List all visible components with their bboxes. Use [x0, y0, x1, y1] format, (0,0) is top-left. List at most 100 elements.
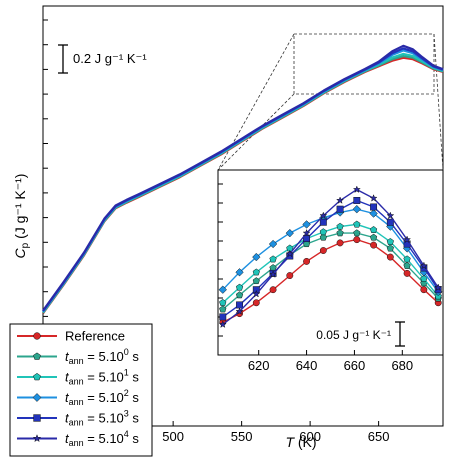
marker-pentagon [219, 305, 227, 313]
marker-diamond [302, 220, 311, 229]
legend-label-part: = 5.10 [84, 349, 124, 364]
marker-square [336, 205, 344, 213]
main-y-scalebar: 0.2 J g⁻¹ K⁻¹ [58, 44, 147, 74]
x-axis-label: T (K) [285, 434, 316, 450]
marker-star [402, 235, 412, 244]
marker-pentagon [386, 237, 394, 245]
marker-square [386, 218, 394, 226]
zoom-guides [217, 33, 444, 171]
legend-label-part: s [129, 431, 140, 446]
marker-star [369, 194, 378, 202]
marker-pentagon [319, 228, 327, 236]
legend-label-part: 4 [124, 429, 129, 439]
legend-label-part: ann [69, 377, 84, 387]
marker-pentagon [369, 225, 378, 233]
legend-label-part: ann [69, 397, 84, 407]
inset-x-tick-label: 620 [248, 358, 270, 373]
marker-square [353, 197, 361, 204]
marker-star [386, 211, 395, 220]
inset-x-tick-label: 640 [296, 358, 318, 373]
marker-diamond [369, 209, 378, 218]
legend-label-part: t [65, 390, 70, 405]
inset-curves [218, 185, 443, 328]
legend-label-part: Reference [65, 329, 125, 344]
zoom-guide-left [217, 33, 295, 171]
marker-pentagon [235, 291, 244, 299]
marker-star [434, 283, 443, 291]
legend-label-part: t [65, 349, 70, 364]
marker-pentagon [403, 261, 411, 269]
legend-label-part: 1 [124, 368, 129, 378]
legend-label-part: 3 [124, 409, 129, 419]
marker-circle [303, 257, 311, 265]
inset-series [219, 220, 442, 306]
marker-star [319, 211, 328, 220]
x-axis-label-unit: (K) [294, 434, 317, 450]
y-axis-label-sub: p [20, 242, 31, 248]
zoom-guide-right [433, 33, 444, 171]
marker-square [303, 235, 311, 243]
marker-star [252, 289, 261, 298]
legend-label-part: 2 [124, 388, 129, 398]
inset-series [218, 185, 443, 328]
y-axis-label-unit: (J g⁻¹ K⁻¹) [12, 174, 28, 243]
marker-square [33, 414, 41, 422]
marker-square [319, 218, 327, 226]
legend-label-part: t [65, 431, 70, 446]
marker-diamond [268, 239, 278, 249]
legend-label-part: s [129, 370, 140, 385]
y-axis-label-var: C [12, 247, 28, 258]
marker-diamond [352, 204, 362, 214]
zoom-region-box [293, 33, 435, 95]
inset-x-tick-label: 680 [391, 358, 413, 373]
marker-pentagon [336, 229, 344, 237]
marker-pentagon [420, 274, 428, 282]
marker-circle [33, 332, 41, 340]
legend-label: tann = 5.100 s [65, 347, 139, 366]
legend-label-part: 0 [124, 347, 129, 357]
legend-label-part: = 5.10 [84, 370, 124, 385]
marker-square [370, 203, 378, 211]
marker-star [32, 434, 42, 443]
legend-item: tann = 5.104 s [17, 429, 139, 448]
marker-circle [286, 272, 294, 280]
marker-star [235, 307, 244, 315]
legend-item: tann = 5.103 s [17, 409, 139, 428]
legend-label-part: s [129, 411, 140, 426]
marker-pentagon [319, 233, 327, 241]
inset-series-line [222, 188, 439, 326]
marker-diamond [252, 252, 261, 262]
marker-pentagon [33, 372, 41, 381]
legend-label-part: = 5.10 [84, 390, 124, 405]
legend-label-part: = 5.10 [84, 431, 124, 446]
legend-label-part: t [65, 370, 70, 385]
legend-label: tann = 5.102 s [65, 388, 139, 407]
marker-diamond [32, 393, 42, 402]
legend-label-part: ann [69, 418, 84, 428]
marker-pentagon [252, 268, 260, 276]
marker-pentagon [33, 352, 41, 360]
legend-label-part: ann [69, 356, 84, 366]
marker-star [302, 228, 311, 237]
inset-series-line [222, 232, 439, 310]
marker-star [352, 185, 361, 194]
legend-label-part: ann [69, 438, 84, 448]
legend-label: tann = 5.103 s [65, 409, 139, 428]
y-axis-label: Cp (J g⁻¹ K⁻¹) [12, 174, 31, 259]
inset-x-tick-label: 660 [344, 358, 366, 373]
main-x-tick-label: 500 [162, 429, 184, 444]
inset-scalebar-label: 0.05 J g⁻¹ K⁻¹ [316, 328, 391, 342]
legend-label-part: t [65, 411, 70, 426]
marker-circle [370, 241, 378, 249]
marker-pentagon [353, 229, 361, 237]
marker-circle [420, 286, 428, 294]
main-x-tick-label: 650 [368, 429, 390, 444]
marker-square [219, 313, 227, 321]
marker-square [236, 301, 243, 309]
inset-y-scalebar: 0.05 J g⁻¹ K⁻¹ [316, 321, 405, 347]
marker-circle [386, 253, 394, 261]
legend-label-part: = 5.10 [84, 411, 124, 426]
marker-pentagon [386, 244, 394, 252]
